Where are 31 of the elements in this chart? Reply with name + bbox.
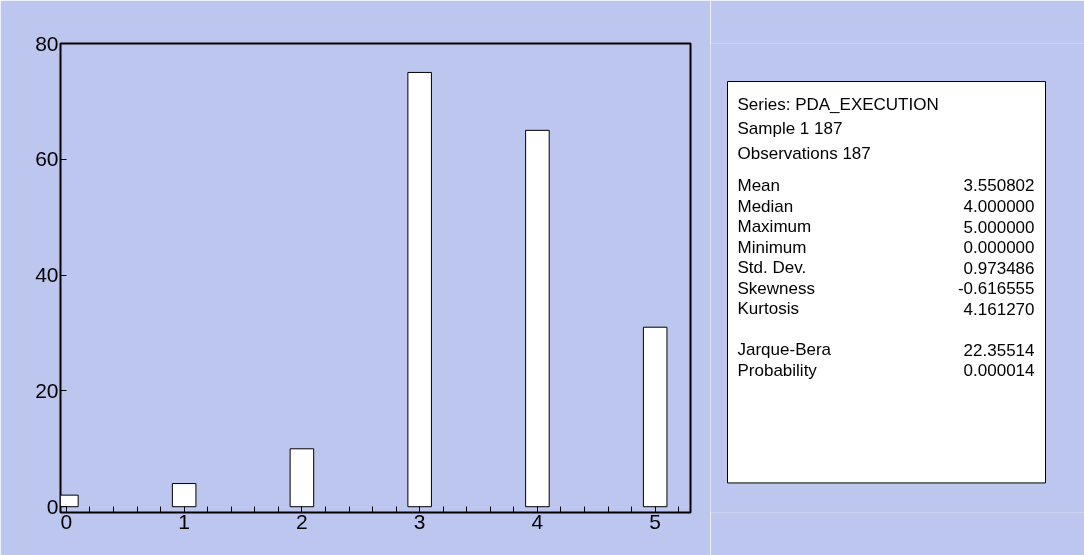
text: 0.000014 xyxy=(963,361,1035,381)
x-tick-label: 3 xyxy=(413,509,426,533)
category-label: Kurtosis xyxy=(737,299,799,319)
text: 22.35514 xyxy=(963,340,1035,360)
category-label: Skewness xyxy=(737,278,815,298)
x-tick-label: 4 xyxy=(531,509,544,533)
text: 5.000000 xyxy=(963,217,1035,237)
category-label: Std. Dev. xyxy=(737,258,807,278)
category-label: Mean xyxy=(737,175,781,195)
y-tick-label: 40 xyxy=(35,263,59,287)
text: 0.000000 xyxy=(963,238,1035,258)
y-tick-label: 60 xyxy=(35,147,59,171)
y-tick-label: 80 xyxy=(35,31,59,55)
category-label: Probability xyxy=(737,360,818,380)
text: Observations 187 xyxy=(737,143,871,163)
x-tick-label: 1 xyxy=(178,509,190,533)
text: 3.550802 xyxy=(963,176,1035,196)
category-label: Median xyxy=(737,196,794,216)
x-tick-label: 2 xyxy=(296,509,308,533)
y-tick-label: 20 xyxy=(35,378,59,402)
text: Series: PDA_EXECUTION xyxy=(737,94,939,114)
text: 4.000000 xyxy=(963,197,1035,216)
text: 0.973486 xyxy=(963,258,1035,278)
category-label: Minimum xyxy=(737,237,807,257)
category-label: Maximum xyxy=(737,217,812,237)
x-tick-label: 5 xyxy=(649,509,662,533)
category-label: Jarque-Bera xyxy=(737,340,832,360)
y-tick-label: 0 xyxy=(46,494,59,518)
text: -0.616555 xyxy=(957,279,1035,299)
text: 4.161270 xyxy=(963,299,1035,319)
text: Sample 1 187 xyxy=(737,119,843,139)
